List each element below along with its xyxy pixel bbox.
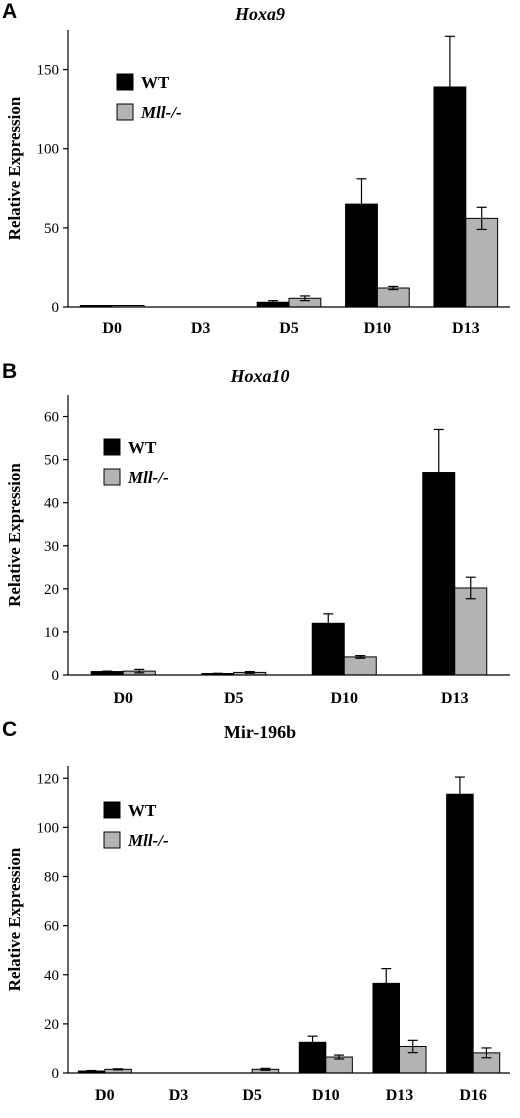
chart-title: Hoxa10 xyxy=(230,366,290,386)
y-tick-label: 20 xyxy=(44,582,59,598)
x-tick-label: D3 xyxy=(191,320,211,337)
bar xyxy=(446,793,474,1074)
legend-swatch xyxy=(103,438,121,456)
x-tick-label: D0 xyxy=(113,690,133,707)
legend-swatch xyxy=(116,103,134,121)
legend-label: WT xyxy=(141,73,170,92)
y-tick-label: 60 xyxy=(44,410,59,426)
x-tick-label: D5 xyxy=(224,690,244,707)
x-tick-label: D10 xyxy=(312,1087,340,1104)
x-tick-label: D16 xyxy=(459,1087,487,1104)
x-tick-label: D5 xyxy=(242,1087,262,1104)
y-axis-label: Relative Expression xyxy=(5,96,24,240)
legend-label: WT xyxy=(128,438,157,457)
x-tick-label: D13 xyxy=(452,320,480,337)
chart-title: Mir-196b xyxy=(223,722,297,742)
legend-swatch xyxy=(103,468,121,486)
legend-swatch xyxy=(103,801,121,819)
bar-chart-hoxa9: 0 50 100 150 Relative Expression D0 D3 D5 D10 D13… xyxy=(5,30,510,337)
y-tick-label: 50 xyxy=(44,453,59,469)
y-tick-label: 0 xyxy=(52,1066,60,1082)
panel-letter: A xyxy=(2,0,18,23)
legend-label: Mll-/- xyxy=(127,468,169,487)
bar xyxy=(376,287,410,308)
y-tick-label: 100 xyxy=(37,142,60,158)
y-tick-label: 20 xyxy=(44,1017,59,1033)
panel-c: C Mir-196b 0 20 40 60 80 100 120 Relative Expre… xyxy=(0,718,520,1118)
x-tick-label: D5 xyxy=(279,320,299,337)
y-tick-label: 0 xyxy=(52,300,60,316)
panel-a: A Hoxa9 0 50 100 150 Relative Expression D0 D3… xyxy=(0,0,520,360)
y-tick-label: 60 xyxy=(44,919,59,935)
chart-title: Hoxa9 xyxy=(234,4,285,24)
x-tick-label: D10 xyxy=(364,320,392,337)
x-tick-label: D10 xyxy=(330,690,358,707)
y-tick-label: 0 xyxy=(52,668,60,684)
bar-chart-hoxa10: 0 10 20 30 40 50 60 Relative Expression D0 D5 D10 D… xyxy=(5,395,510,707)
x-tick-label: D13 xyxy=(441,690,469,707)
legend-label: Mll-/- xyxy=(140,103,182,122)
x-tick-label: D0 xyxy=(102,320,122,337)
y-tick-label: 120 xyxy=(37,771,60,787)
panel-letter: C xyxy=(2,718,18,741)
panel-letter: B xyxy=(2,360,18,383)
legend-swatch xyxy=(116,73,134,91)
legend-label: WT xyxy=(128,801,157,820)
y-tick-label: 80 xyxy=(44,870,59,886)
legend-label: Mll-/- xyxy=(127,831,169,850)
y-tick-label: 40 xyxy=(44,968,59,984)
y-axis-label: Relative Expression xyxy=(5,463,24,607)
bar xyxy=(465,217,499,308)
bar xyxy=(454,587,488,676)
y-tick-label: 30 xyxy=(44,539,59,555)
y-tick-label: 10 xyxy=(44,625,59,641)
bar-chart-mir196b: 0 20 40 60 80 100 120 Relative Expression D0 D3 D5… xyxy=(5,766,510,1104)
y-tick-label: 50 xyxy=(44,221,59,237)
y-tick-label: 40 xyxy=(44,496,59,512)
y-axis-label: Relative Expression xyxy=(5,847,24,991)
bar xyxy=(343,656,377,676)
panel-b: B Hoxa10 0 10 20 30 40 50 60 Relative Expressio… xyxy=(0,360,520,718)
x-tick-label: D13 xyxy=(386,1087,414,1104)
x-tick-label: D3 xyxy=(169,1087,189,1104)
legend-swatch xyxy=(103,831,121,849)
y-tick-label: 150 xyxy=(37,63,60,79)
x-tick-label: D0 xyxy=(95,1087,115,1104)
y-tick-label: 100 xyxy=(37,820,60,836)
